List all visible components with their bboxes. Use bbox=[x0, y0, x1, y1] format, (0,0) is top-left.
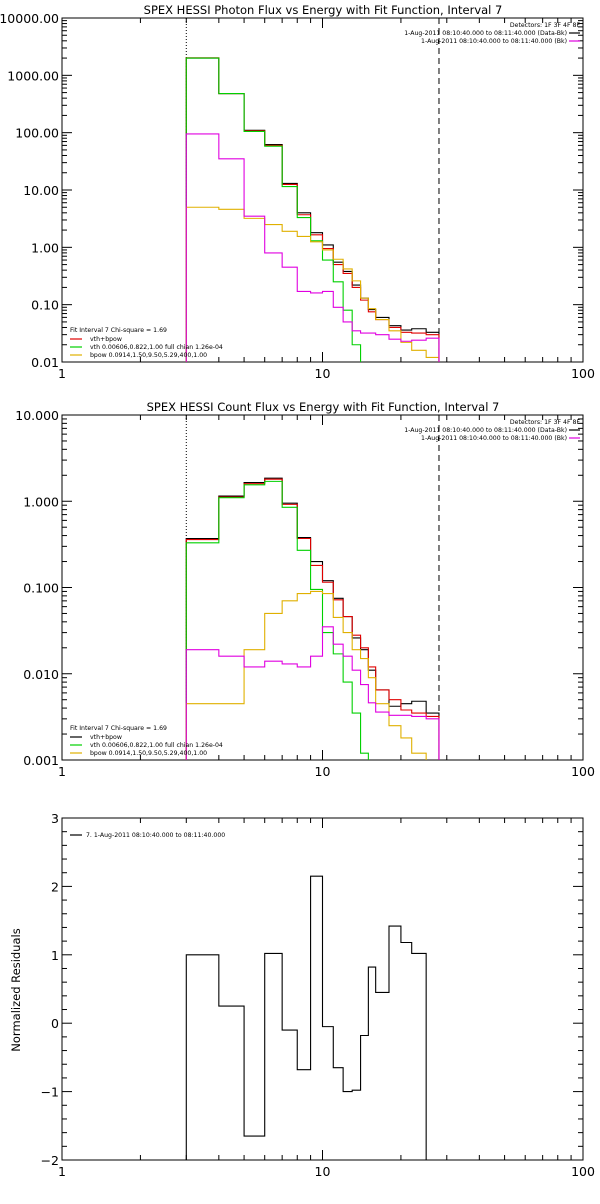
count-header-bk-interval: 1-Aug-2011 08:10:40.000 to 08:11:40.000 … bbox=[421, 435, 567, 442]
photon-ytick-label: 10.00 bbox=[23, 183, 59, 198]
photon-series-group bbox=[185, 57, 440, 362]
photon-panel: 1 10 100 0.01 0.10 1.00 10.00 100.00 1000.00 1000… bbox=[0, 11, 595, 381]
photon-ytick-label: 0.10 bbox=[31, 298, 59, 313]
count-detectors-label: Detectors: 1F 3F 4F 8F bbox=[510, 419, 581, 426]
residuals-panel: 1 10 100 −2 −1 0 1 2 3 7. 1-Aug-2011 08:10:40.000… bbox=[41, 811, 595, 1179]
photon-xtick-label: 10 bbox=[315, 366, 331, 381]
residuals-xtick-label: 10 bbox=[315, 1164, 331, 1179]
photon-series-bk bbox=[185, 133, 440, 362]
residuals-ytick-label: −2 bbox=[41, 1153, 59, 1168]
count-xtick-label: 10 bbox=[315, 764, 331, 779]
count-series-bk bbox=[185, 626, 440, 760]
residuals-xtick-label: 1 bbox=[58, 1164, 66, 1179]
residuals-ytick-label: 1 bbox=[51, 948, 59, 963]
photon-series-vth bbox=[185, 57, 362, 362]
count-ytick-label: 0.100 bbox=[23, 581, 59, 596]
photon-ytick-label: 10000.00 bbox=[0, 11, 59, 26]
photon-header-bk-interval: 1-Aug-2011 08:10:40.000 to 08:11:40.000 … bbox=[421, 38, 567, 45]
photon-legend-heading: Fit Interval 7 Chi-square = 1.69 bbox=[70, 327, 167, 334]
residuals-ytick-label: 3 bbox=[51, 811, 59, 826]
photon-plot-title: SPEX HESSI Photon Flux vs Energy with Fi… bbox=[144, 3, 503, 17]
residuals-legend-item: 7. 1-Aug-2011 08:10:40.000 to 08:11:40.0… bbox=[86, 832, 225, 839]
count-series-bpow bbox=[185, 590, 427, 760]
count-ytick-label: 0.001 bbox=[23, 753, 59, 768]
count-series-vth bbox=[185, 480, 369, 760]
photon-ytick-label: 1000.00 bbox=[7, 68, 59, 83]
residuals-series-residuals bbox=[185, 875, 440, 1160]
residuals-ytick-label: 2 bbox=[51, 879, 59, 894]
photon-legend-item: vth+bpow bbox=[90, 336, 122, 343]
residuals-series-group bbox=[185, 875, 440, 1160]
photon-ytick-label: 100.00 bbox=[15, 126, 59, 141]
count-legend-item: vth+bpow bbox=[90, 734, 122, 741]
count-panel: 1 10 100 0.001 0.010 0.100 1.000 10.000 Detector… bbox=[15, 408, 595, 779]
photon-legend-item: bpow 0.0914,1.50,9.50,5.29,400,1.00 bbox=[90, 352, 207, 359]
count-header-data-interval: 1-Aug-2011 08:10:40.000 to 08:11:40.000 … bbox=[404, 427, 567, 434]
count-legend-item: bpow 0.0914,1.50,9.50,5.29,400,1.00 bbox=[90, 750, 207, 757]
residuals-ytick-label: −1 bbox=[41, 1085, 59, 1100]
count-ytick-label: 1.000 bbox=[23, 494, 59, 509]
count-ytick-label: 10.000 bbox=[15, 408, 59, 423]
photon-xtick-label: 1 bbox=[58, 366, 66, 381]
photon-legend-item: vth 0.00606,0.822,1.00 full chian 1.26e-… bbox=[90, 344, 223, 351]
residuals-ytick-label: 0 bbox=[51, 1016, 59, 1031]
photon-ytick-label: 1.00 bbox=[31, 240, 59, 255]
photon-detectors-label: Detectors: 1F 3F 4F 8F bbox=[510, 22, 581, 29]
count-ytick-label: 0.010 bbox=[23, 667, 59, 682]
count-series-group bbox=[185, 477, 440, 760]
residuals-ylabel: Normalized Residuals bbox=[9, 928, 23, 1051]
count-xtick-label: 1 bbox=[58, 764, 66, 779]
photon-header-data-interval: 1-Aug-2011 08:10:40.000 to 08:11:40.000 … bbox=[404, 30, 567, 37]
photon-ytick-label: 0.01 bbox=[31, 355, 59, 370]
photon-xtick-label: 100 bbox=[571, 366, 595, 381]
count-legend-heading: Fit Interval 7 Chi-square = 1.69 bbox=[70, 725, 167, 732]
count-xtick-label: 100 bbox=[571, 764, 595, 779]
count-legend-item: vth 0.00606,0.822,1.00 full chian 1.26e-… bbox=[90, 742, 223, 749]
count-plot-title: SPEX HESSI Count Flux vs Energy with Fit… bbox=[147, 400, 500, 414]
residuals-xtick-label: 100 bbox=[571, 1164, 595, 1179]
